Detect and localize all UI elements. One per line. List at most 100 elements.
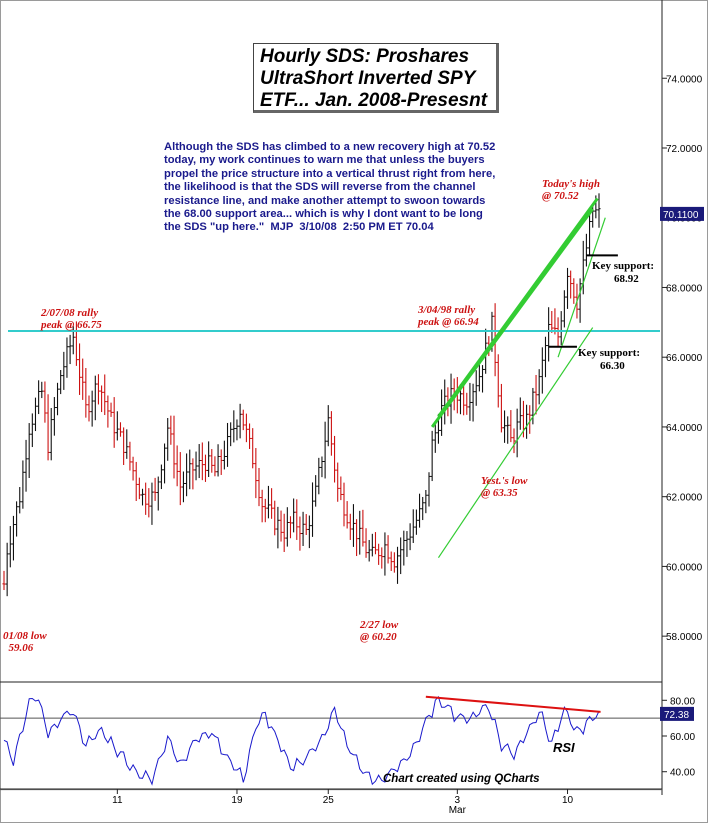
ohlc-bar	[310, 482, 315, 537]
ohlc-bar	[465, 392, 469, 415]
ohlc-bar	[147, 488, 151, 518]
ohlc-bar	[402, 530, 406, 566]
ohlc-bar	[46, 394, 50, 461]
ohlc-bar	[292, 498, 296, 533]
ohlc-bar	[184, 453, 189, 497]
x-month-label: Mar	[449, 805, 467, 816]
price-overlays	[8, 197, 660, 559]
chart-title-line-3: ETF... Jan. 2008-Presesnt	[260, 90, 488, 111]
annotation-feb07-peak: 2/07/08 rally peak @ 66.75	[41, 307, 102, 331]
ohlc-bar	[122, 427, 126, 466]
ohlc-bar	[254, 448, 258, 499]
ohlc-bar	[417, 493, 422, 528]
chart-credit: Chart created using QCharts	[383, 773, 540, 785]
rsi-last-value-label: 72.38	[664, 710, 689, 721]
ohlc-bar	[33, 397, 38, 432]
rsi-panel: 40.00 60.00 80.00 72.38	[0, 695, 695, 791]
ohlc-bar	[480, 365, 485, 393]
ohlc-bar	[263, 498, 267, 523]
rsi-trendline	[425, 695, 601, 713]
ohlc-bar	[134, 461, 138, 502]
ohlc-bar	[194, 451, 198, 481]
ohlc-bar	[219, 449, 223, 475]
ohlc-bar	[251, 428, 255, 469]
ohlc-bar	[380, 547, 384, 569]
ohlc-bar	[43, 381, 47, 423]
ohlc-bar	[443, 379, 447, 425]
ohlc-bar	[118, 422, 123, 437]
ohlc-bar	[515, 408, 519, 458]
ohlc-bar	[336, 462, 340, 502]
annotation-mar04-peak: 3/04/98 rally peak @ 66.94	[418, 304, 479, 328]
ohlc-bar	[90, 390, 94, 427]
ohlc-bar	[509, 410, 513, 443]
ohlc-bar	[518, 397, 522, 430]
price-tick-label: 62.0000	[666, 493, 703, 504]
ohlc-bar	[345, 501, 349, 529]
price-tick-label: 58.0000	[666, 632, 703, 643]
ohlc-bar	[414, 509, 419, 535]
ohlc-bar	[462, 382, 466, 416]
rsi-tick-label: 80.00	[670, 696, 695, 707]
ohlc-bar	[74, 321, 79, 366]
ohlc-bar	[556, 317, 560, 347]
ohlc-bar	[408, 523, 412, 551]
ohlc-bar	[307, 515, 311, 549]
ohlc-bar	[565, 267, 570, 309]
ohlc-bar	[512, 428, 516, 454]
ohlc-bar	[244, 413, 249, 443]
ohlc-bar	[175, 445, 179, 487]
ohlc-bar	[386, 535, 390, 564]
ohlc-bar	[84, 367, 88, 418]
ohlc-bar	[364, 528, 368, 558]
ohlc-bar	[421, 496, 425, 521]
x-tick-label: 19	[231, 795, 243, 806]
ohlc-bar	[225, 422, 230, 467]
ohlc-bar	[269, 488, 274, 519]
ohlc-bar	[351, 504, 356, 547]
ohlc-bar	[81, 358, 85, 400]
ohlc-bar	[140, 488, 145, 506]
x-tick-label: 25	[323, 795, 335, 806]
ohlc-bar	[8, 526, 12, 568]
ohlc-bar	[370, 533, 374, 557]
chart-title-line-2: UltraShort Inverted SPY	[260, 68, 476, 89]
ohlc-bar	[342, 482, 346, 527]
price-axis: 58.0000 60.0000 62.0000 64.0000 66.0000 68.00…	[0, 0, 704, 795]
x-tick-label: 11	[112, 795, 123, 806]
ohlc-bar	[597, 193, 601, 228]
ohlc-bar	[285, 507, 289, 547]
ohlc-bar	[188, 449, 192, 490]
ohlc-bar	[62, 351, 66, 390]
ohlc-bar	[301, 511, 305, 546]
ohlc-bar	[77, 343, 82, 395]
ohlc-bar	[178, 452, 182, 506]
ohlc-bar	[68, 334, 72, 365]
ohlc-bar	[260, 489, 264, 523]
ohlc-bar	[103, 374, 107, 416]
ohlc-bar	[348, 513, 352, 540]
ohlc-bar	[317, 457, 321, 495]
ohlc-bar	[21, 460, 25, 509]
ohlc-bar	[537, 369, 541, 405]
ohlc-bar	[389, 551, 393, 571]
channel-support-line	[437, 327, 594, 559]
ohlc-bar	[49, 408, 53, 461]
ohlc-bar	[562, 290, 566, 328]
ohlc-bar	[131, 456, 135, 481]
ohlc-bar	[96, 374, 101, 405]
ohlc-bar	[392, 552, 396, 573]
price-tick-label: 66.0000	[666, 353, 703, 364]
ohlc-bar	[496, 354, 500, 408]
ohlc-bar	[172, 415, 176, 479]
last-price-label: 70.1100	[663, 210, 699, 221]
ohlc-bar	[383, 532, 387, 576]
ohlc-bar	[24, 439, 28, 492]
ohlc-bar	[474, 370, 478, 406]
rsi-last-value-box	[660, 706, 694, 721]
ohlc-bar	[304, 514, 308, 535]
ohlc-bar	[229, 422, 233, 447]
ohlc-bar	[197, 444, 201, 479]
